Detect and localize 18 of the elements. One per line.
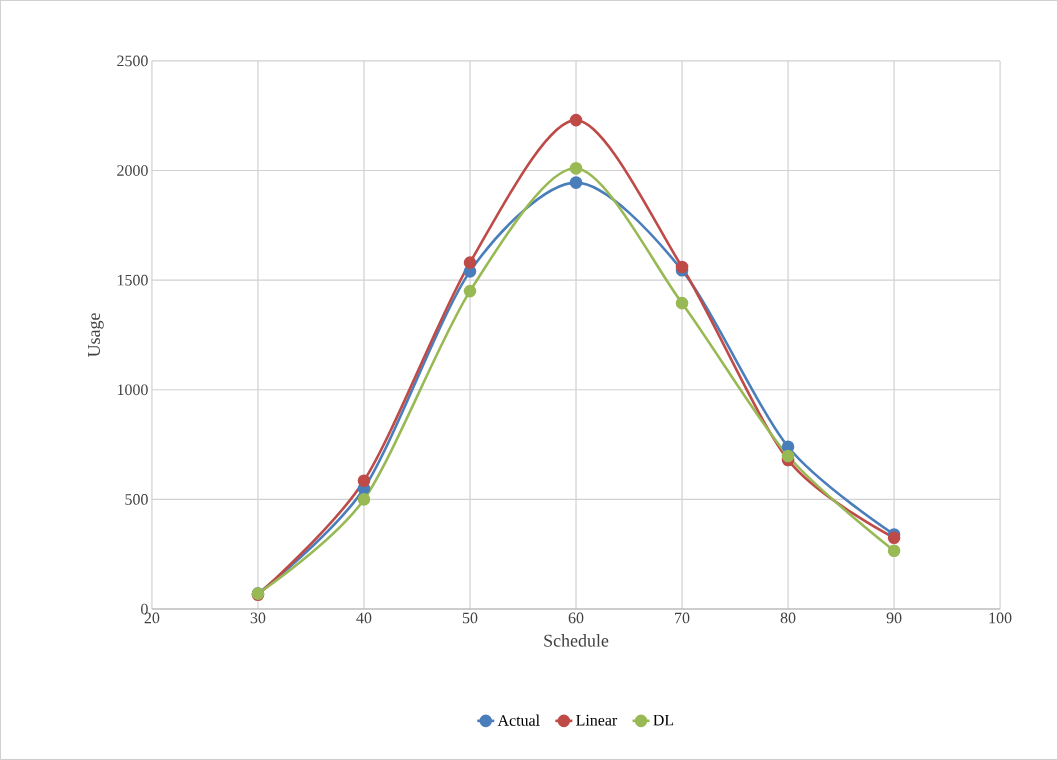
legend-label: Linear <box>576 714 618 726</box>
legend-label: Actual <box>497 714 540 726</box>
x-tick-label: 40 <box>356 612 372 624</box>
x-tick-label: 50 <box>462 612 478 624</box>
x-tick-label: 90 <box>886 612 902 624</box>
y-axis-title: Usage <box>88 313 104 358</box>
y-tick-label: 1000 <box>117 384 148 396</box>
x-tick-label: 30 <box>250 612 266 624</box>
x-tick-label: 80 <box>780 612 796 624</box>
x-axis-title: Schedule <box>544 634 609 647</box>
y-tick-label: 2500 <box>117 55 148 67</box>
legend-label: DL <box>653 714 674 726</box>
x-tick-label: 60 <box>568 612 584 624</box>
y-tick-label: 1500 <box>117 274 148 286</box>
y-tick-label: 500 <box>125 494 148 505</box>
x-tick-label: 100 <box>989 612 1012 624</box>
y-tick-label: 2000 <box>117 165 148 176</box>
x-tick-label: 70 <box>675 612 690 624</box>
